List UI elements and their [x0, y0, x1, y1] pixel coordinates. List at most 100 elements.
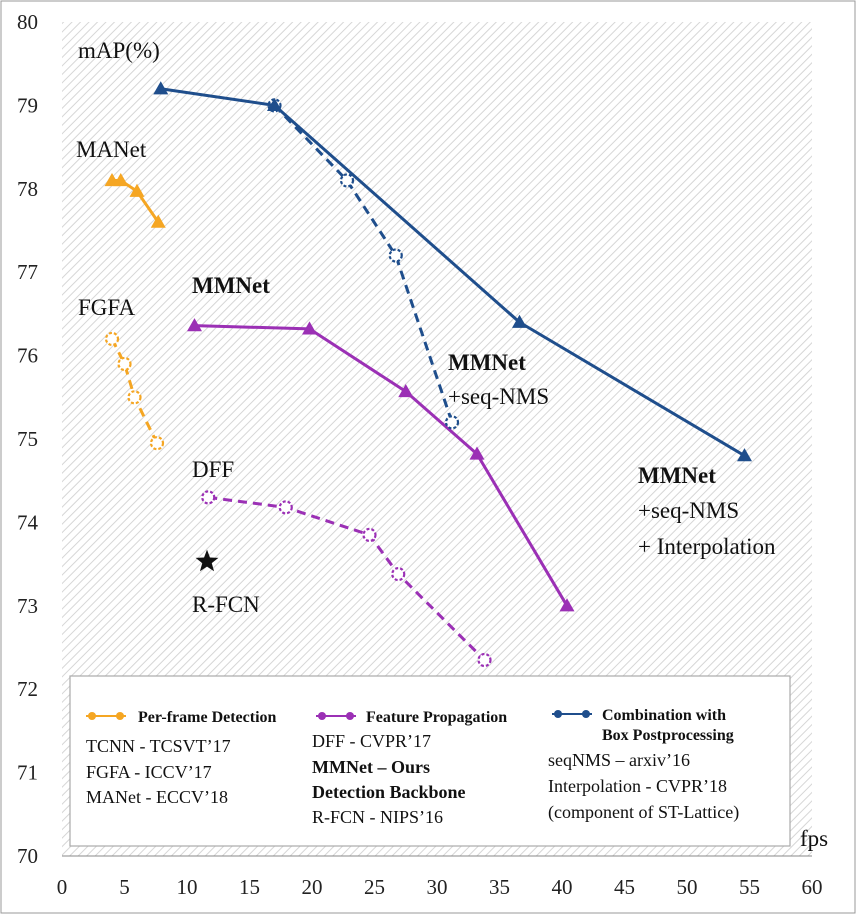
legend-swatch-dot-orange-a [88, 712, 96, 720]
x-tick-label-20: 20 [302, 875, 323, 899]
point-r-fcn [195, 549, 219, 572]
x-tick-label-5: 5 [119, 875, 130, 899]
legend-group-combination: Combination with Box Postprocessing seqN… [548, 707, 739, 823]
legend-text-manet: MANet - ECCV’18 [86, 787, 228, 807]
points-layer [195, 549, 219, 572]
series-mmnet [187, 318, 575, 612]
legend-swatch-dot-purple-a [318, 712, 326, 720]
legend-swatch-dot-blue-a [554, 710, 562, 718]
annotation-interp-bold: MMNet [638, 463, 716, 488]
legend-swatch-dot-purple-b [346, 712, 354, 720]
y-tick-label-77: 77 [17, 260, 38, 284]
y-tick-label-75: 75 [17, 427, 38, 451]
point-mmnet-0 [187, 318, 202, 332]
legend-text-rfcn: R-FCN - NIPS’16 [312, 807, 443, 827]
point-mmnet-seq-nms-interpolation-3 [737, 448, 752, 462]
annotation-rfcn: R-FCN [192, 592, 260, 617]
point-mmnet-4 [559, 598, 575, 612]
annotation-seqnms-line: +seq-NMS [448, 384, 549, 409]
x-tick-label-60: 60 [802, 875, 823, 899]
series-manet [104, 172, 166, 228]
point-dff-0 [201, 490, 216, 505]
annotation-manet: MANet [76, 137, 147, 162]
x-tick-label-30: 30 [427, 875, 448, 899]
legend-header-box-postprocessing: Box Postprocessing [602, 727, 734, 744]
legend-swatch-dot-blue-b [582, 710, 590, 718]
annotation-interp-line1: +seq-NMS [638, 498, 739, 523]
annotation-interp-line2: + Interpolation [638, 534, 776, 559]
series-mmnet-seq-nms [267, 98, 460, 430]
point-mmnet-seq-nms-1 [339, 173, 355, 188]
legend-text-seqnms: seqNMS – arxiv’16 [548, 750, 690, 770]
legend-group-per-frame: Per-frame Detection TCNN - TCSVT’17 FGFA… [86, 709, 277, 807]
point-mmnet-1 [302, 321, 317, 335]
x-tick-label-15: 15 [239, 875, 260, 899]
legend-text-interpolation: Interpolation - CVPR’18 [548, 776, 727, 796]
y-axis-label: mAP(%) [78, 38, 160, 63]
x-tick-label-35: 35 [489, 875, 510, 899]
point-mmnet-seq-nms-interpolation-1 [267, 97, 282, 112]
y-tick-label-78: 78 [17, 177, 38, 201]
series-mmnet-seq-nms-interpolation [153, 81, 752, 462]
point-fgfa-0 [104, 331, 120, 347]
point-dff-3 [391, 567, 406, 582]
point-mmnet-2 [398, 383, 414, 398]
point-fgfa-3 [149, 436, 165, 451]
series-dff [201, 490, 492, 668]
y-tick-label-72: 72 [17, 677, 38, 701]
point-manet-1 [113, 172, 129, 187]
legend-swatch-dot-orange-b [116, 712, 124, 720]
x-tick-label-45: 45 [614, 875, 635, 899]
y-tick-label-79: 79 [17, 93, 38, 117]
series-line-fgfa [110, 338, 159, 444]
y-tick-label-71: 71 [17, 761, 38, 785]
annotation-dff: DFF [192, 457, 234, 482]
point-mmnet-seq-nms-interpolation-0 [153, 81, 169, 95]
point-mmnet-seq-nms-2 [388, 248, 403, 263]
legend-group-feature-propagation: Feature Propagation DFF - CVPR’17 MMNet … [312, 709, 507, 827]
y-tick-label-74: 74 [17, 510, 39, 534]
series-line-mmnet-seq-nms-interpolation [160, 87, 746, 457]
x-tick-label-50: 50 [677, 875, 698, 899]
y-tick-labels: 70 71 72 73 74 75 76 77 78 79 80 [17, 10, 39, 868]
series-fgfa [104, 331, 165, 451]
legend-text-detection-backbone: Detection Backbone [312, 782, 465, 802]
y-tick-label-70: 70 [17, 844, 38, 868]
x-tick-labels: 0 5 10 15 20 25 30 35 40 45 50 55 60 [57, 875, 823, 899]
series-line-manet [112, 178, 160, 224]
x-tick-label-25: 25 [364, 875, 385, 899]
x-tick-label-55: 55 [739, 875, 760, 899]
annotation-mmnet: MMNet [192, 273, 270, 298]
point-fgfa-1 [117, 356, 132, 372]
x-tick-label-40: 40 [552, 875, 573, 899]
annotation-fgfa: FGFA [78, 295, 135, 320]
y-tick-label-73: 73 [17, 594, 38, 618]
legend: Per-frame Detection TCNN - TCSVT’17 FGFA… [69, 675, 791, 847]
series-line-mmnet-seq-nms [273, 104, 454, 423]
legend-header-combination: Combination with [602, 707, 726, 724]
legend-header-per-frame: Per-frame Detection [138, 709, 277, 726]
point-fgfa-2 [127, 390, 142, 405]
y-tick-label-80: 80 [17, 10, 38, 34]
point-mmnet-seq-nms-interpolation-2 [512, 314, 527, 328]
point-dff-4 [477, 652, 492, 668]
x-tick-label-0: 0 [57, 875, 68, 899]
point-manet-2 [129, 183, 145, 197]
y-tick-label-76: 76 [17, 344, 38, 368]
legend-text-mmnet-ours: MMNet – Ours [312, 757, 430, 777]
legend-header-feature-propagation: Feature Propagation [366, 709, 507, 726]
legend-text-fgfa: FGFA - ICCV’17 [86, 762, 212, 782]
legend-box [69, 675, 791, 847]
point-dff-2 [362, 527, 377, 543]
annotation-seqnms-bold: MMNet [448, 350, 526, 375]
x-tick-label-10: 10 [177, 875, 198, 899]
legend-text-tcnn: TCNN - TCSVT’17 [86, 736, 231, 756]
x-axis-label: fps [800, 826, 828, 851]
point-mmnet-seq-nms-3 [444, 415, 460, 430]
point-manet-3 [150, 214, 166, 228]
point-dff-1 [278, 500, 293, 515]
series-layer [104, 81, 752, 668]
legend-text-st-lattice: (component of ST-Lattice) [548, 802, 739, 823]
legend-text-dff: DFF - CVPR’17 [312, 731, 431, 751]
